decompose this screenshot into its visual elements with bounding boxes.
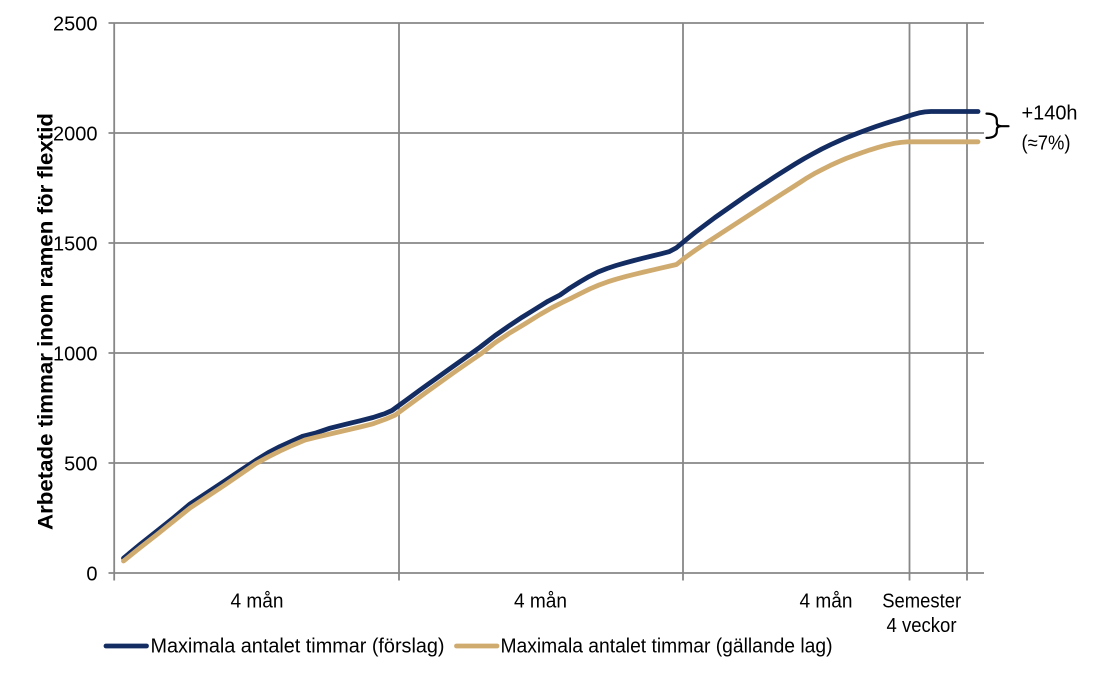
svg-text:Semester: Semester: [882, 591, 961, 613]
svg-text:2000: 2000: [53, 123, 98, 145]
svg-text:2500: 2500: [53, 13, 98, 35]
svg-text:Maximala antalet timmar (försl: Maximala antalet timmar (förslag): [151, 636, 445, 658]
svg-text:4 mån: 4 mån: [800, 591, 853, 613]
svg-text:500: 500: [64, 453, 97, 475]
svg-text:Maximala antalet timmar (gälla: Maximala antalet timmar (gällande lag): [501, 636, 833, 658]
svg-text:0: 0: [86, 563, 97, 585]
svg-text:1000: 1000: [53, 343, 98, 365]
svg-text:+140h: +140h: [1022, 103, 1078, 125]
svg-text:Arbetade timmar inom ramen för: Arbetade timmar inom ramen för flextid: [35, 113, 58, 530]
svg-text:(≈7%): (≈7%): [1022, 133, 1071, 155]
svg-text:4 mån: 4 mån: [514, 591, 567, 613]
svg-text:4 mån: 4 mån: [231, 591, 284, 613]
svg-text:4 veckor: 4 veckor: [887, 615, 957, 637]
svg-text:1500: 1500: [53, 233, 98, 255]
